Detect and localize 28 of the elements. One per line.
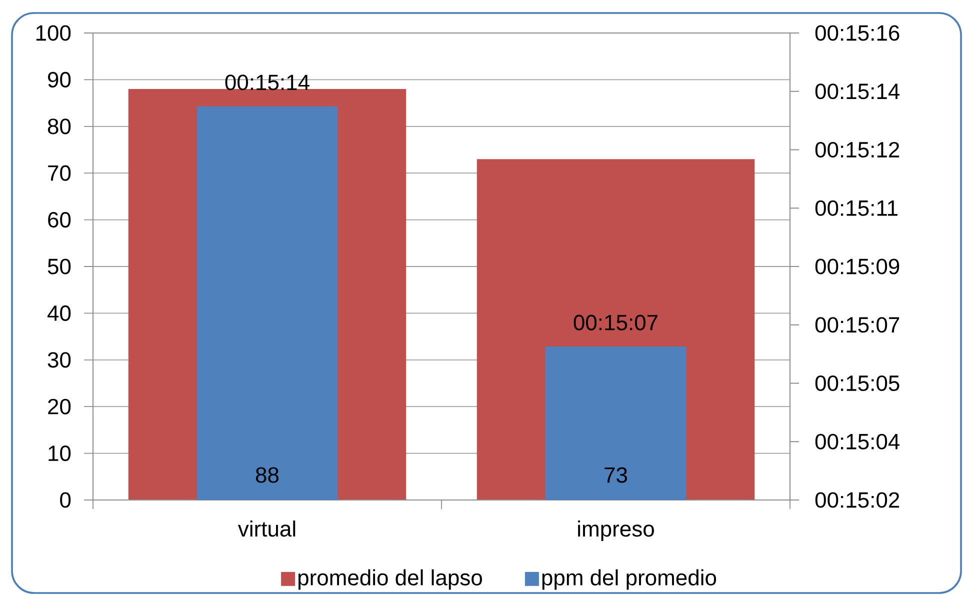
y-tick-label: 60 — [48, 212, 71, 228]
y-tick-label: 0 — [60, 492, 71, 508]
y2-tick-label: 00:15:14 — [815, 84, 900, 100]
y2-tick-label: 00:15:04 — [815, 434, 900, 450]
y-tick-label: 10 — [48, 446, 71, 462]
y-tick-label: 40 — [47, 305, 71, 321]
y2-tick-label: 00:15:11 — [815, 200, 898, 216]
legend-label: ppm del promedio — [542, 569, 716, 590]
y2-tick-label: 00:15:12 — [815, 142, 900, 158]
y-tick-label: 30 — [48, 352, 71, 368]
y2-tick-label: 00:15:16 — [815, 25, 900, 41]
data-label: 00:15:07 — [574, 314, 658, 330]
y-tick-label: 80 — [48, 118, 71, 134]
x-tick-label: virtual — [238, 520, 296, 537]
data-label: 88 — [256, 467, 279, 483]
legend-label: promedio del lapso — [298, 569, 482, 590]
y-tick-label: 90 — [48, 72, 71, 88]
data-label: 00:15:14 — [225, 74, 310, 90]
y2-tick-label: 00:15:07 — [815, 317, 900, 333]
y-tick-label: 100 — [36, 25, 71, 41]
y-tick-label: 20 — [48, 398, 71, 414]
x-tick-label: impreso — [578, 520, 654, 542]
data-label: 73 — [604, 467, 628, 483]
y-tick-label: 50 — [48, 258, 71, 274]
y2-tick-label: 00:15:02 — [815, 492, 900, 508]
y2-tick-label: 00:15:05 — [815, 375, 900, 392]
y2-tick-label: 00:15:09 — [815, 258, 900, 274]
y-tick-label: 70 — [48, 165, 71, 181]
